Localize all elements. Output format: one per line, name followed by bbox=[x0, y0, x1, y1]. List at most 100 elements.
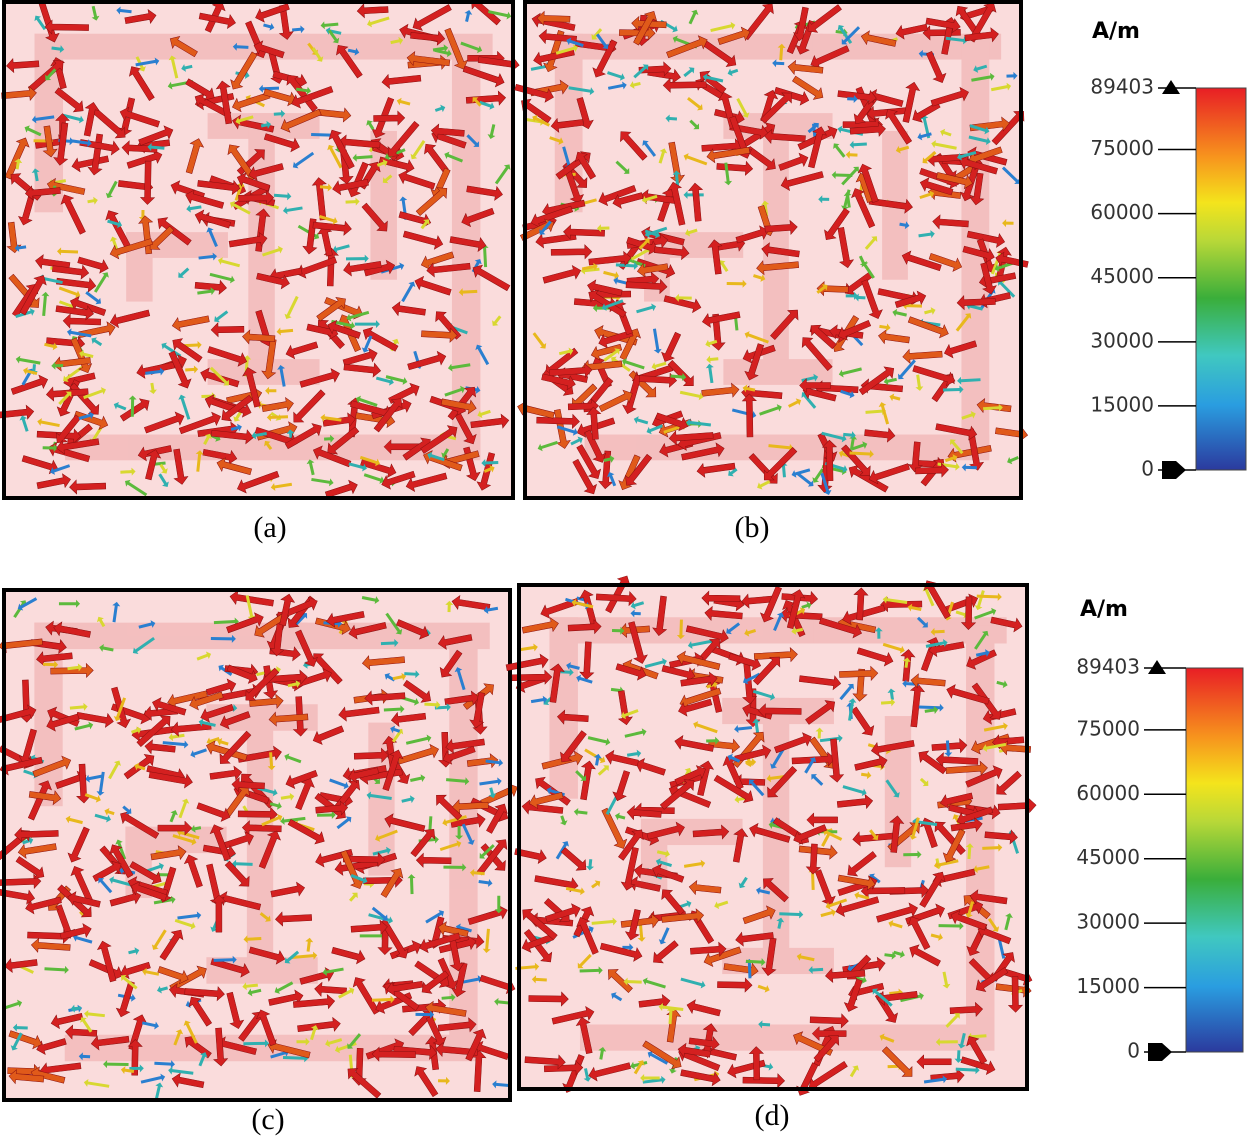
current-arrow bbox=[530, 62, 552, 71]
current-arrow bbox=[273, 192, 292, 201]
current-arrow bbox=[683, 153, 708, 166]
current-arrow bbox=[944, 601, 954, 621]
current-arrow bbox=[954, 1050, 963, 1063]
current-arrow bbox=[83, 1078, 110, 1088]
current-arrow bbox=[461, 207, 495, 228]
current-arrow bbox=[599, 942, 643, 962]
current-arrow bbox=[253, 40, 285, 59]
current-arrow bbox=[234, 182, 245, 201]
current-arrow bbox=[821, 431, 847, 443]
current-arrow bbox=[734, 725, 753, 733]
current-arrow bbox=[263, 22, 275, 31]
current-arrow bbox=[742, 1073, 786, 1089]
current-arrow bbox=[945, 760, 988, 776]
current-arrow bbox=[243, 1039, 270, 1048]
current-arrow bbox=[242, 329, 276, 345]
field-panel bbox=[514, 0, 1029, 500]
current-arrow bbox=[958, 816, 983, 826]
current-arrow bbox=[46, 713, 80, 732]
current-arrow bbox=[261, 338, 277, 380]
current-arrow bbox=[857, 163, 879, 204]
current-arrow bbox=[869, 829, 879, 841]
current-arrow bbox=[254, 611, 290, 638]
current-arrow bbox=[109, 889, 142, 907]
current-arrow bbox=[960, 1056, 996, 1075]
current-arrow bbox=[134, 762, 146, 771]
tick-label: 30000 bbox=[1090, 328, 1154, 352]
colorbar bbox=[1185, 667, 1244, 1053]
current-arrow bbox=[455, 923, 472, 933]
current-arrow bbox=[247, 988, 262, 997]
current-arrow bbox=[4, 137, 30, 180]
current-arrow bbox=[753, 647, 798, 663]
current-arrow bbox=[882, 642, 905, 654]
current-arrow bbox=[349, 892, 358, 902]
current-arrow bbox=[345, 197, 360, 206]
current-arrow bbox=[944, 740, 953, 757]
current-arrow bbox=[907, 603, 922, 612]
current-arrow bbox=[157, 217, 192, 246]
current-arrow bbox=[726, 622, 741, 635]
current-arrow bbox=[297, 1016, 341, 1032]
current-arrow bbox=[636, 262, 669, 278]
current-arrow bbox=[931, 738, 968, 754]
current-arrow bbox=[861, 771, 872, 780]
current-arrow bbox=[270, 1049, 289, 1059]
current-arrow bbox=[903, 850, 922, 859]
current-arrow bbox=[310, 1025, 319, 1041]
current-arrow bbox=[320, 413, 342, 422]
current-arrow bbox=[966, 1036, 988, 1065]
current-arrow bbox=[85, 291, 102, 305]
current-arrow bbox=[33, 137, 54, 146]
current-arrow bbox=[990, 616, 1023, 633]
current-arrow bbox=[266, 413, 289, 422]
current-arrow bbox=[213, 617, 239, 626]
current-arrow bbox=[636, 303, 657, 314]
current-arrow bbox=[210, 322, 245, 338]
current-arrow bbox=[129, 1064, 144, 1073]
current-arrow bbox=[839, 683, 854, 701]
tick-label: 0 bbox=[1141, 457, 1154, 481]
current-arrow bbox=[61, 113, 84, 124]
current-arrow bbox=[974, 630, 989, 650]
current-arrow bbox=[442, 815, 467, 827]
current-arrow bbox=[451, 594, 491, 611]
current-arrow bbox=[424, 1000, 467, 1017]
current-arrow bbox=[587, 279, 623, 297]
current-arrow bbox=[763, 878, 789, 903]
current-arrow bbox=[198, 718, 216, 727]
current-arrow bbox=[900, 649, 916, 682]
current-arrow bbox=[311, 177, 327, 221]
current-arrow bbox=[6, 57, 40, 74]
current-arrow bbox=[185, 138, 205, 174]
current-arrow bbox=[968, 146, 1003, 166]
current-arrow bbox=[581, 262, 598, 271]
current-arrow bbox=[930, 86, 969, 107]
current-arrow bbox=[350, 874, 368, 885]
current-arrow bbox=[241, 820, 282, 836]
current-arrow bbox=[96, 940, 117, 983]
current-arrow bbox=[965, 765, 1003, 788]
current-arrow bbox=[735, 225, 769, 244]
current-arrow bbox=[171, 1072, 205, 1089]
current-arrow bbox=[893, 950, 905, 959]
current-arrow bbox=[190, 824, 202, 833]
current-arrow bbox=[919, 871, 946, 908]
current-arrow bbox=[172, 338, 203, 363]
current-arrow bbox=[138, 125, 174, 146]
current-arrow bbox=[18, 728, 37, 765]
current-arrow bbox=[24, 125, 42, 137]
current-arrow bbox=[466, 185, 503, 201]
current-arrow bbox=[596, 224, 610, 233]
current-arrow bbox=[568, 86, 595, 96]
current-arrow bbox=[372, 846, 391, 856]
current-arrow bbox=[109, 844, 134, 879]
current-arrow bbox=[402, 230, 444, 250]
current-arrow bbox=[620, 913, 660, 929]
current-arrow bbox=[367, 16, 390, 28]
current-arrow bbox=[761, 937, 777, 977]
current-arrow bbox=[403, 679, 432, 703]
current-arrow bbox=[197, 287, 216, 296]
current-arrow bbox=[637, 923, 646, 942]
current-arrow bbox=[221, 394, 254, 422]
